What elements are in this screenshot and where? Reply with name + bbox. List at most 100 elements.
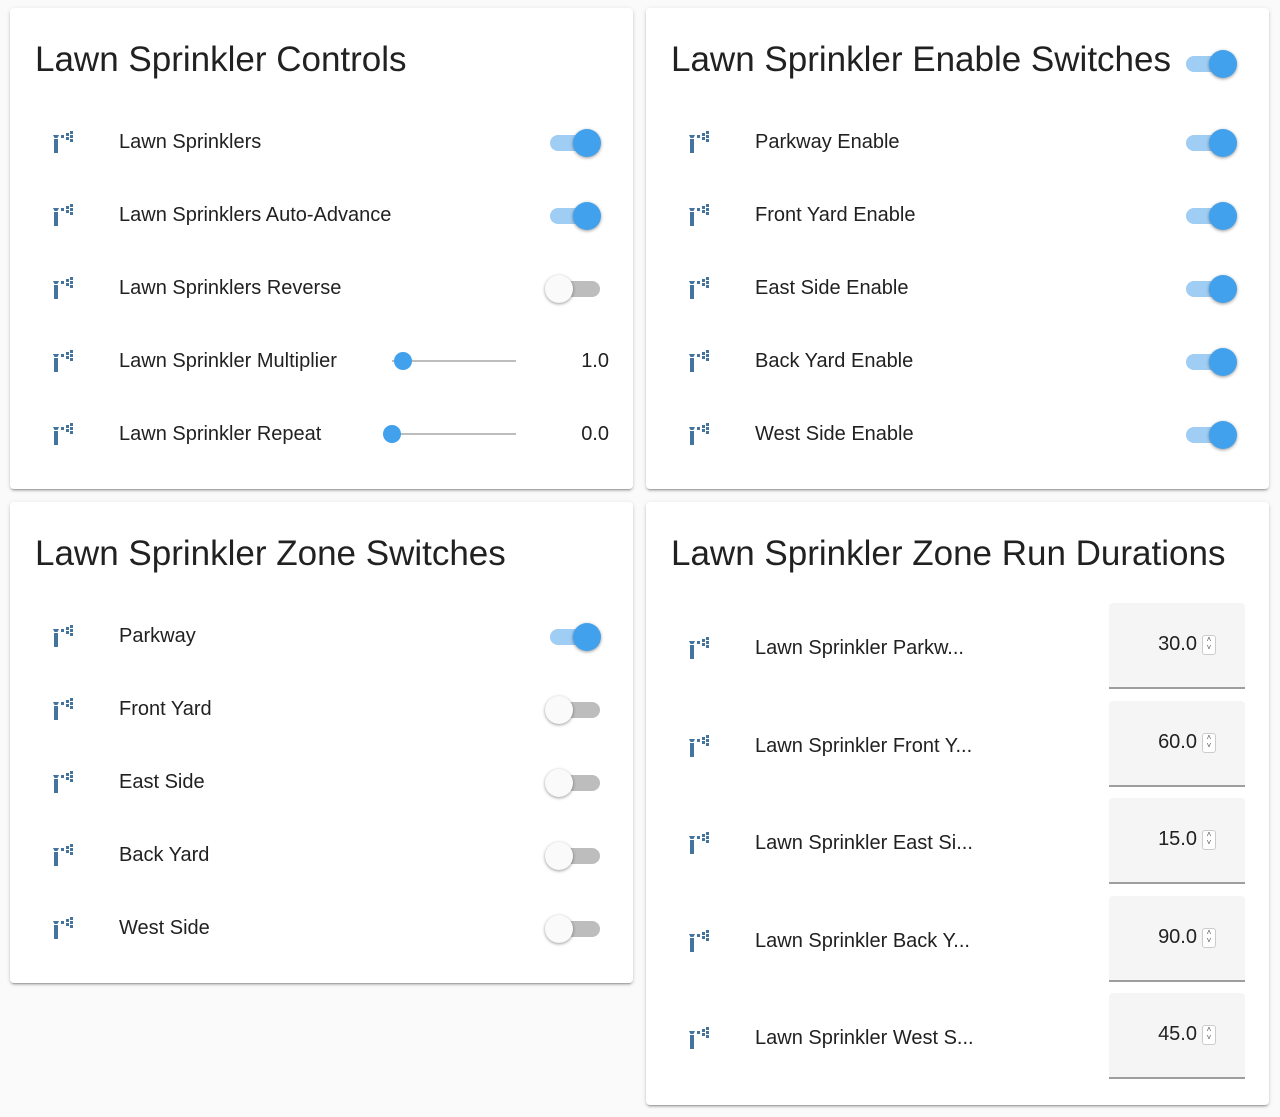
spinner-icon[interactable]: ˄ ˅ — [1202, 927, 1216, 948]
slider[interactable] — [383, 425, 516, 443]
row-label: Lawn Sprinkler Back Y... — [755, 929, 970, 952]
list-item: Lawn Sprinkler West S... 45.0 ˄ ˅ — [646, 993, 1269, 1079]
spinner-icon[interactable]: ˄ ˅ — [1202, 830, 1216, 850]
duration-value: 90.0 — [1158, 925, 1197, 948]
toggle-switch[interactable] — [1181, 202, 1237, 230]
sprinkler-icon — [688, 928, 714, 954]
toggle-switch[interactable] — [1181, 421, 1237, 449]
row-label: Front Yard Enable — [755, 204, 916, 226]
sprinkler-icon — [52, 129, 78, 155]
toggle-thumb — [545, 915, 573, 943]
sprinkler-icon — [52, 421, 78, 447]
duration-input[interactable]: 90.0 ˄ ˅ — [1109, 895, 1245, 982]
list-item: Back Yard Enable — [646, 336, 1269, 386]
list-item: Lawn Sprinkler Front Y... 60.0 ˄ ˅ — [646, 700, 1269, 787]
duration-input[interactable]: 15.0 ˄ ˅ — [1109, 798, 1245, 884]
toggle-thumb — [573, 202, 601, 230]
row-label: Back Yard Enable — [755, 350, 914, 372]
card-title: Lawn Sprinkler Zone Switches — [35, 534, 506, 573]
slider-thumb[interactable] — [394, 352, 413, 370]
card-title: Lawn Sprinkler Controls — [35, 40, 407, 79]
toggle-thumb — [1209, 275, 1237, 303]
toggle-thumb — [1209, 348, 1237, 376]
list-item: Back Yard — [10, 830, 633, 880]
duration-input[interactable]: 60.0 ˄ ˅ — [1109, 700, 1245, 787]
duration-value: 30.0 — [1158, 633, 1197, 655]
toggle-switch[interactable] — [1181, 348, 1237, 376]
row-label: West Side Enable — [755, 423, 914, 445]
row-label: West Side — [119, 917, 210, 939]
sprinkler-icon — [52, 842, 78, 868]
list-item: Parkway Enable — [646, 117, 1269, 167]
toggle-switch[interactable] — [545, 915, 601, 943]
slider-thumb[interactable] — [383, 425, 401, 443]
controls-card: Lawn Sprinkler Controls Lawn Sprinklers L… — [10, 8, 633, 489]
duration-value: 15.0 — [1158, 828, 1197, 850]
slider[interactable] — [392, 352, 516, 370]
spinner-icon[interactable]: ˄ ˅ — [1202, 1025, 1216, 1045]
row-label: Lawn Sprinkler Front Y... — [755, 734, 973, 757]
list-item: Front Yard Enable — [646, 190, 1269, 240]
toggle-switch[interactable] — [545, 623, 601, 651]
row-label: East Side Enable — [755, 277, 909, 299]
list-item: Lawn Sprinkler Back Y... 90.0 ˄ ˅ — [646, 895, 1269, 982]
row-label: East Side — [119, 771, 205, 793]
sprinkler-icon — [52, 769, 78, 795]
toggle-thumb — [573, 623, 601, 651]
header-toggle[interactable] — [1181, 50, 1237, 78]
card-title: Lawn Sprinkler Enable Switches — [671, 40, 1171, 79]
sprinkler-icon — [52, 202, 78, 228]
toggle-thumb — [545, 842, 573, 870]
list-item: Lawn Sprinkler East Si... 15.0 ˄ ˅ — [646, 798, 1269, 884]
row-label: Back Yard — [119, 844, 210, 866]
sprinkler-icon — [52, 915, 78, 941]
sprinkler-icon — [688, 1025, 714, 1051]
toggle-switch[interactable] — [545, 842, 601, 870]
durations-card: Lawn Sprinkler Zone Run Durations Lawn S… — [646, 502, 1269, 1105]
list-item: West Side Enable — [646, 409, 1269, 459]
sprinkler-icon — [688, 635, 714, 661]
list-item: East Side Enable — [646, 263, 1269, 313]
toggle-switch[interactable] — [1181, 275, 1237, 303]
row-label: Lawn Sprinklers Auto-Advance — [119, 204, 392, 226]
row-label: Parkway Enable — [755, 131, 900, 153]
duration-value: 45.0 — [1158, 1023, 1197, 1045]
sprinkler-icon — [52, 696, 78, 722]
list-item: Lawn Sprinklers Auto-Advance — [10, 190, 633, 240]
list-item: Lawn Sprinklers — [10, 117, 633, 167]
list-item: Lawn Sprinklers Reverse — [10, 263, 633, 313]
sprinkler-icon — [688, 421, 714, 447]
toggle-thumb — [1209, 50, 1237, 78]
card-title: Lawn Sprinkler Zone Run Durations — [671, 534, 1226, 573]
toggle-thumb — [545, 769, 573, 797]
toggle-switch[interactable] — [545, 769, 601, 797]
duration-input[interactable]: 30.0 ˄ ˅ — [1109, 603, 1245, 689]
row-label: Parkway — [119, 625, 196, 647]
duration-value: 60.0 — [1158, 730, 1197, 753]
list-item: Front Yard — [10, 684, 633, 734]
list-item: Lawn Sprinkler Repeat 0.0 — [10, 409, 633, 459]
enable-card: Lawn Sprinkler Enable Switches Parkway E… — [646, 8, 1269, 489]
spinner-icon[interactable]: ˄ ˅ — [1202, 732, 1216, 753]
toggle-switch[interactable] — [545, 696, 601, 724]
toggle-thumb — [545, 275, 573, 303]
slider-value: 1.0 — [581, 350, 609, 372]
toggle-switch[interactable] — [545, 275, 601, 303]
sprinkler-icon — [688, 733, 714, 759]
row-label: Lawn Sprinklers Reverse — [119, 277, 342, 299]
duration-input[interactable]: 45.0 ˄ ˅ — [1109, 993, 1245, 1079]
row-label: Lawn Sprinkler East Si... — [755, 832, 973, 854]
zones-card: Lawn Sprinkler Zone Switches Parkway Fron… — [10, 502, 633, 983]
sprinkler-icon — [688, 202, 714, 228]
list-item: Lawn Sprinkler Parkw... 30.0 ˄ ˅ — [646, 603, 1269, 689]
list-item: Parkway — [10, 611, 633, 661]
slider-value: 0.0 — [581, 423, 609, 445]
toggle-switch[interactable] — [545, 129, 601, 157]
toggle-thumb — [1209, 421, 1237, 449]
sprinkler-icon — [52, 275, 78, 301]
spinner-icon[interactable]: ˄ ˅ — [1202, 635, 1216, 655]
toggle-switch[interactable] — [545, 202, 601, 230]
sprinkler-icon — [688, 129, 714, 155]
sprinkler-icon — [688, 830, 714, 856]
toggle-switch[interactable] — [1181, 129, 1237, 157]
